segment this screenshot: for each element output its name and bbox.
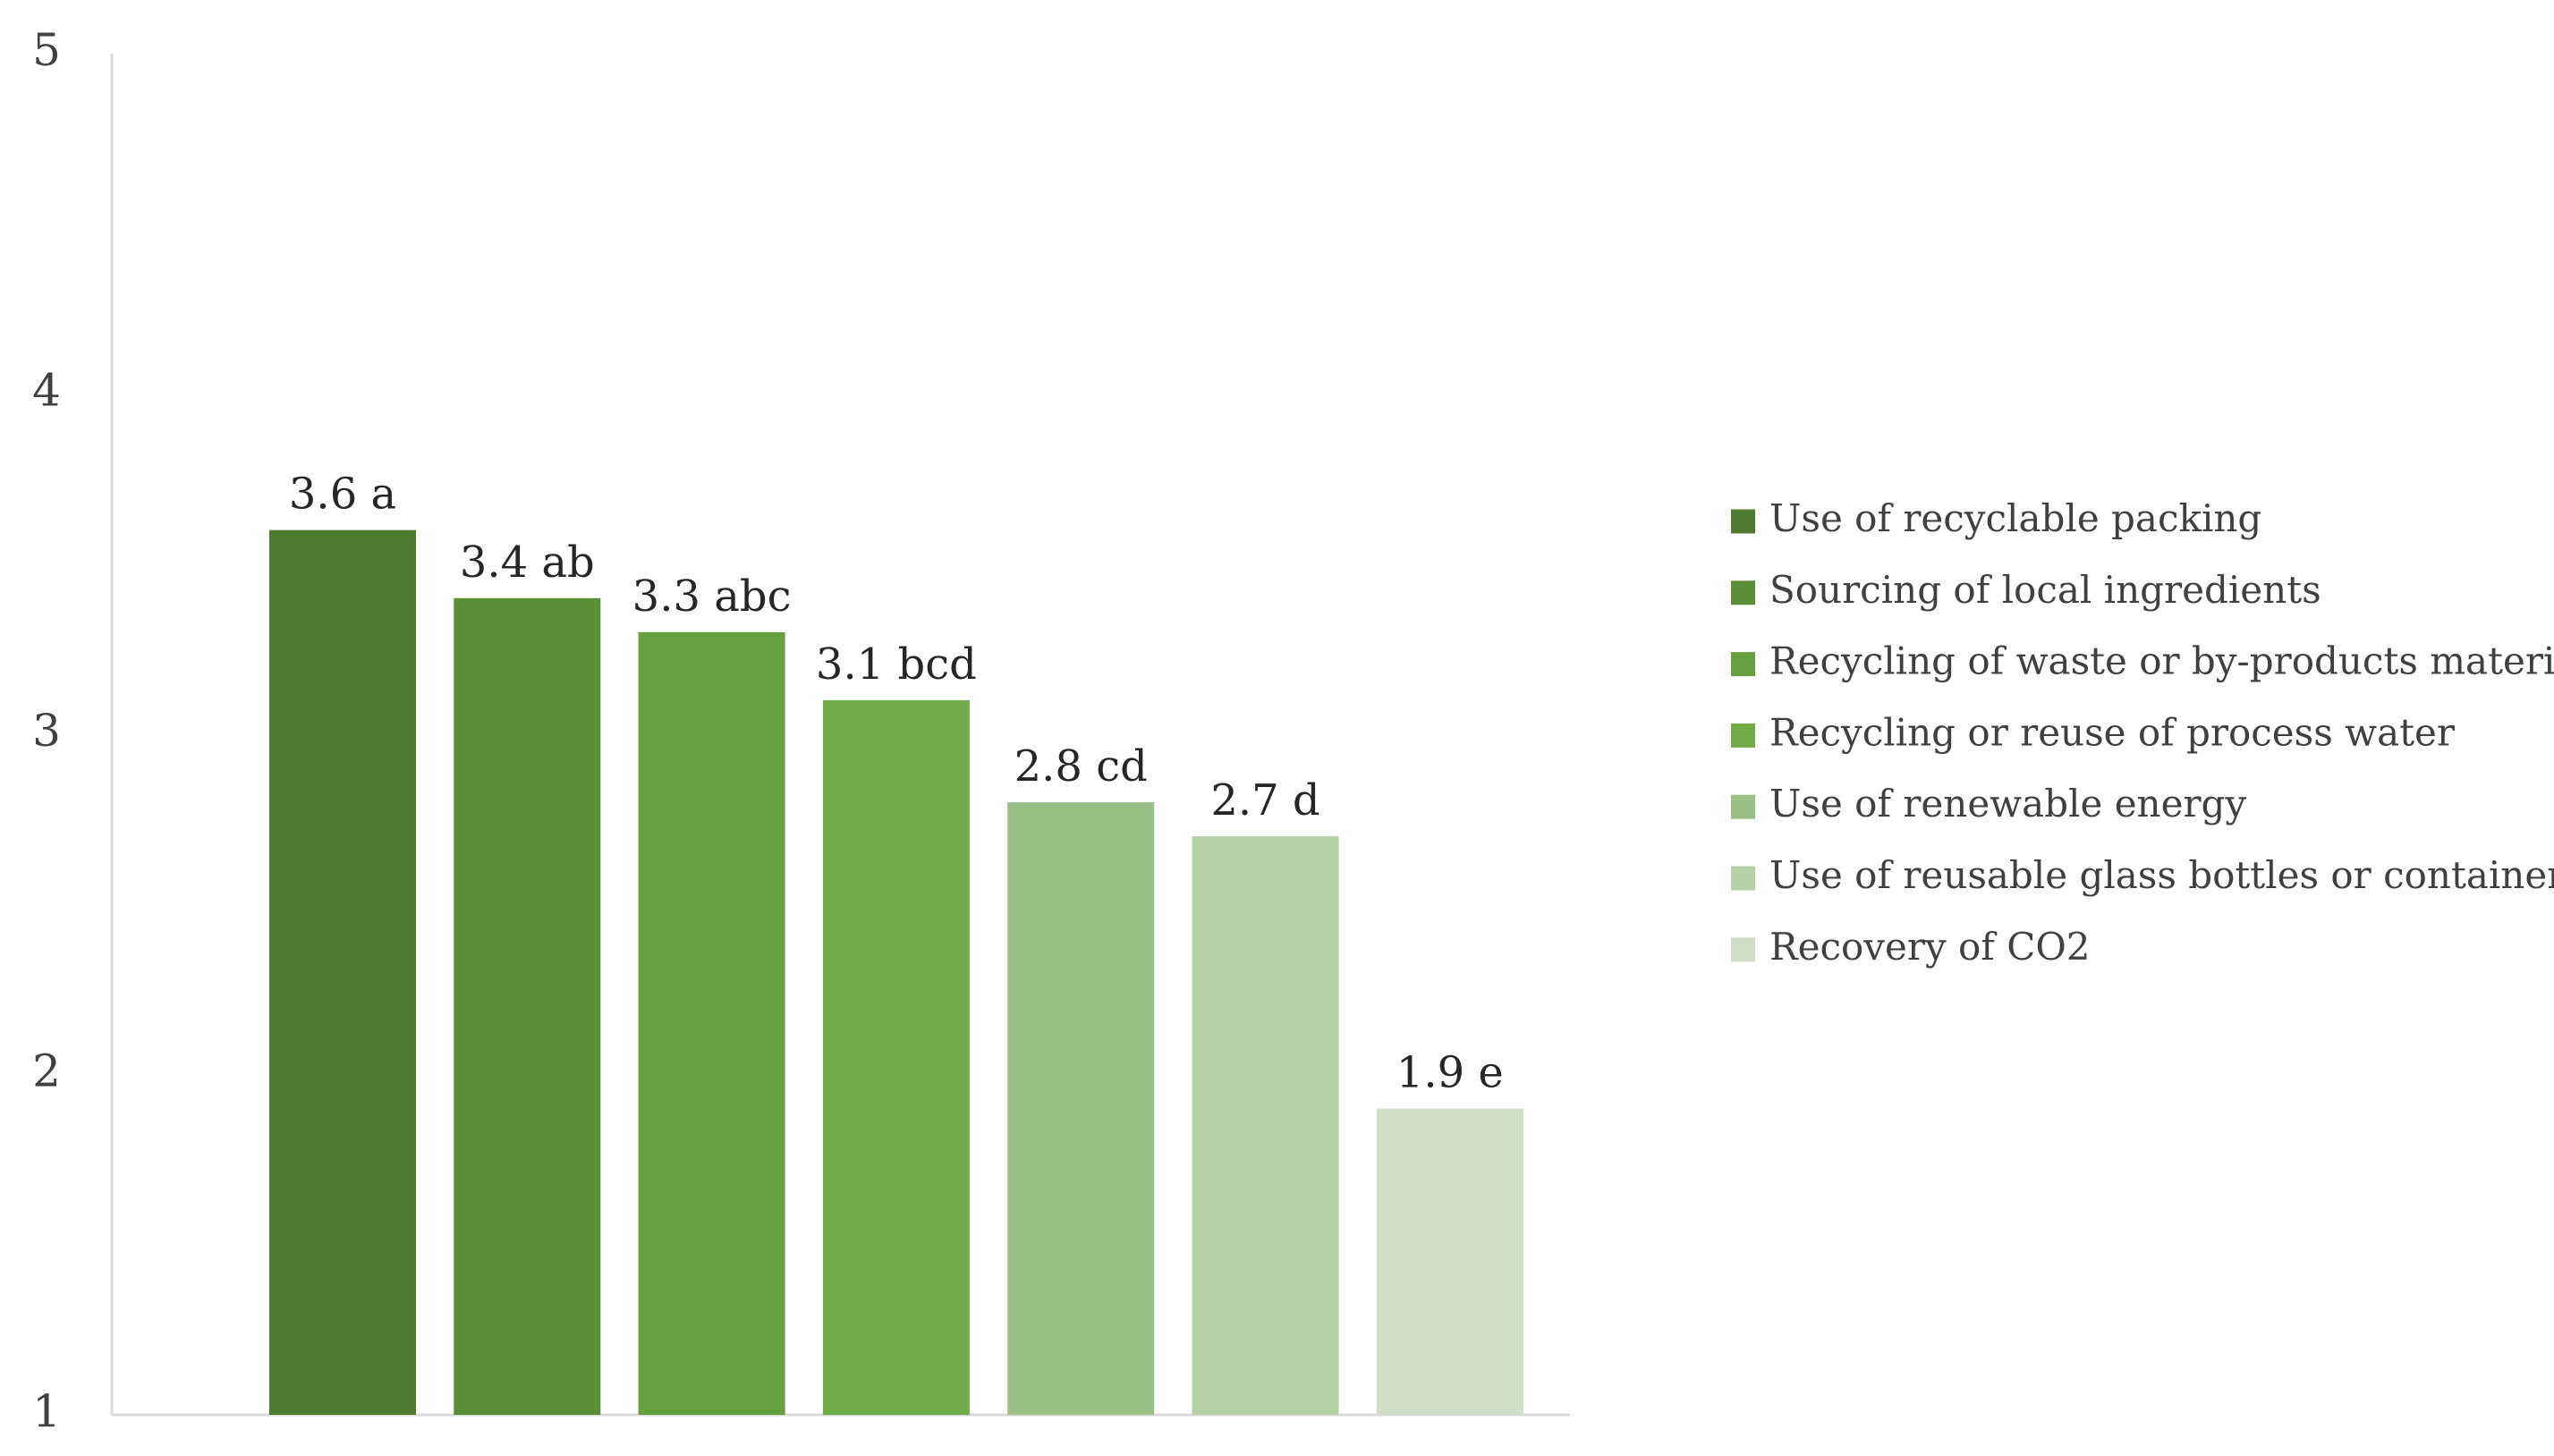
- axes: 1 2 3 4 5: [32, 24, 1570, 1437]
- bar: [454, 597, 601, 1415]
- legend-swatch: [1731, 723, 1755, 748]
- legend-swatch: [1731, 794, 1755, 819]
- data-label: 3.4 ab: [460, 538, 595, 588]
- legend-swatch: [1731, 937, 1755, 962]
- bar: [1192, 836, 1339, 1415]
- bars: [269, 529, 1523, 1415]
- legend-label: Recycling of waste or by-products materi…: [1769, 639, 2554, 683]
- data-label: 1.9 e: [1396, 1048, 1504, 1098]
- data-label: 2.7 d: [1210, 775, 1319, 825]
- legend-swatch: [1731, 580, 1755, 605]
- legend-swatch: [1731, 652, 1755, 677]
- y-tick-label: 5: [32, 24, 61, 76]
- legend-swatch: [1731, 509, 1755, 534]
- y-tick-label: 2: [32, 1045, 61, 1097]
- data-label: 3.1 bcd: [816, 639, 977, 690]
- legend-label: Recycling or reuse of process water: [1769, 710, 2456, 754]
- y-tick-label: 3: [32, 705, 61, 757]
- legend-swatch: [1731, 866, 1755, 891]
- legend: Use of recyclable packing Sourcing of loc…: [1731, 496, 2554, 969]
- bar: [822, 699, 970, 1415]
- bar: [269, 529, 416, 1415]
- legend-label: Sourcing of local ingredients: [1769, 568, 2321, 612]
- bar: [638, 631, 785, 1415]
- y-tick-label: 1: [32, 1385, 61, 1437]
- bar: [1376, 1108, 1523, 1415]
- data-label: 3.6 a: [289, 470, 396, 520]
- data-label: 2.8 cd: [1014, 741, 1148, 791]
- legend-label: Use of recyclable packing: [1769, 496, 2261, 540]
- data-labels: 3.6 a 3.4 ab 3.3 abc 3.1 bcd 2.8 cd 2.7 d 1.9 …: [289, 470, 1504, 1098]
- legend-label: Use of reusable glass bottles or contain…: [1769, 853, 2554, 897]
- y-tick-label: 4: [32, 365, 61, 417]
- data-label: 3.3 abc: [632, 571, 792, 622]
- bar: [1007, 802, 1155, 1415]
- legend-label: Use of renewable energy: [1769, 782, 2246, 825]
- legend-label: Recovery of CO2: [1769, 925, 2091, 969]
